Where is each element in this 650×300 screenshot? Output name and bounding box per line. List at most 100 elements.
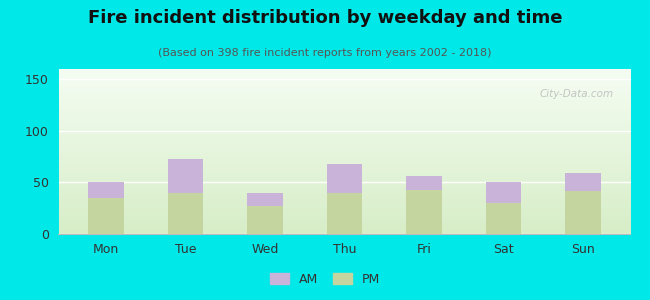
Bar — [58, 186, 630, 187]
Bar — [58, 81, 630, 82]
Bar — [58, 226, 630, 227]
Bar — [58, 215, 630, 216]
Bar — [247, 193, 283, 206]
Bar — [58, 213, 630, 214]
Bar — [58, 104, 630, 105]
Bar — [58, 216, 630, 217]
Bar — [326, 193, 363, 234]
Bar — [58, 107, 630, 108]
Bar — [565, 191, 601, 234]
Bar — [58, 119, 630, 120]
Bar — [58, 137, 630, 138]
Bar — [58, 229, 630, 230]
Bar — [58, 195, 630, 196]
Bar — [58, 225, 630, 226]
Bar — [58, 171, 630, 172]
Bar — [58, 147, 630, 148]
Bar — [58, 175, 630, 176]
Bar — [58, 181, 630, 182]
Bar — [58, 139, 630, 140]
Bar — [58, 191, 630, 192]
Text: City-Data.com: City-Data.com — [540, 89, 614, 99]
Bar — [58, 222, 630, 223]
Bar — [58, 166, 630, 167]
Bar — [58, 71, 630, 72]
Bar — [58, 95, 630, 96]
Bar — [58, 113, 630, 114]
Bar — [58, 185, 630, 186]
Bar — [58, 151, 630, 152]
Bar — [58, 105, 630, 106]
Bar — [58, 143, 630, 144]
Bar — [58, 124, 630, 125]
Bar — [58, 204, 630, 205]
Bar — [486, 203, 521, 234]
Bar — [58, 148, 630, 149]
Bar — [486, 182, 521, 203]
Bar — [58, 228, 630, 229]
Bar — [58, 189, 630, 190]
Bar — [58, 194, 630, 195]
Bar — [58, 85, 630, 86]
Bar — [58, 188, 630, 189]
Bar — [58, 210, 630, 211]
Bar — [58, 219, 630, 220]
Bar — [58, 125, 630, 126]
Bar — [58, 208, 630, 209]
Bar — [58, 126, 630, 127]
Bar — [565, 173, 601, 191]
Bar — [58, 182, 630, 183]
Bar — [58, 73, 630, 74]
Bar — [58, 110, 630, 111]
Bar — [58, 138, 630, 139]
Bar — [58, 217, 630, 218]
Bar — [406, 176, 442, 190]
Bar — [58, 96, 630, 97]
Bar — [58, 78, 630, 79]
Bar — [58, 180, 630, 181]
Bar — [58, 84, 630, 85]
Bar — [58, 211, 630, 212]
Bar — [58, 80, 630, 81]
Bar — [58, 206, 630, 207]
Bar — [58, 69, 630, 70]
Bar — [58, 183, 630, 184]
Bar — [58, 122, 630, 123]
Bar — [58, 99, 630, 100]
Bar — [58, 121, 630, 122]
Bar — [58, 221, 630, 222]
Bar — [58, 164, 630, 165]
Bar — [58, 174, 630, 175]
Bar — [58, 155, 630, 156]
Bar — [58, 123, 630, 124]
Bar — [58, 202, 630, 203]
Bar — [58, 131, 630, 132]
Bar — [58, 224, 630, 225]
Bar — [58, 114, 630, 115]
Bar — [58, 134, 630, 135]
Bar — [58, 117, 630, 118]
Text: (Based on 398 fire incident reports from years 2002 - 2018): (Based on 398 fire incident reports from… — [158, 48, 492, 58]
Bar — [58, 140, 630, 141]
Bar — [58, 150, 630, 151]
Bar — [58, 170, 630, 171]
Bar — [168, 193, 203, 234]
Bar — [58, 101, 630, 102]
Bar — [58, 161, 630, 162]
Bar — [58, 184, 630, 185]
Bar — [58, 152, 630, 153]
Bar — [58, 132, 630, 133]
Bar — [58, 103, 630, 104]
Bar — [58, 120, 630, 121]
Bar — [58, 83, 630, 84]
Bar — [58, 198, 630, 199]
Bar — [58, 197, 630, 198]
Bar — [58, 214, 630, 215]
Bar — [58, 135, 630, 136]
Bar — [58, 118, 630, 119]
Bar — [58, 162, 630, 163]
Bar — [58, 168, 630, 169]
Bar — [58, 201, 630, 202]
Bar — [58, 85, 630, 86]
Bar — [406, 190, 442, 234]
